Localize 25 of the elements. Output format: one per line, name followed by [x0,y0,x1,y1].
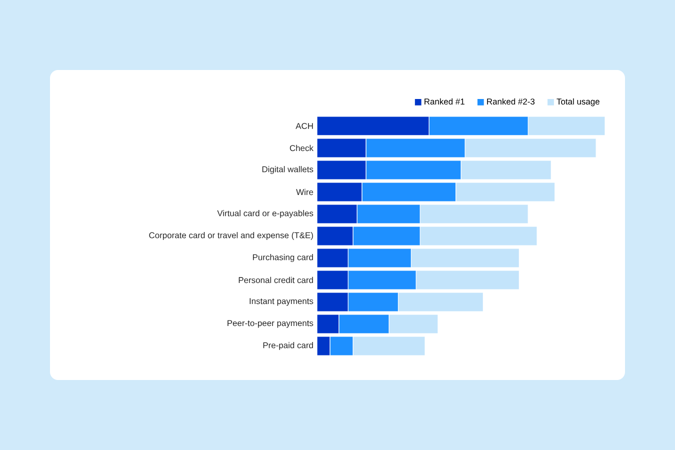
bar [420,204,528,224]
bar [388,314,438,334]
y-tick-label: Instant payments [250,298,314,306]
bar [528,116,606,136]
bar [398,292,484,312]
bar [420,226,538,246]
bar [460,160,552,180]
y-tick-label: Personal credit card [238,276,313,284]
y-tick-label: ACH [296,122,313,129]
y-tick-label: Corporate card or travel and expense (T&E) [149,232,313,240]
legend-label: Ranked #2-3 [487,98,535,105]
bar [410,248,520,268]
y-tick-label: Virtual card or e-payables [217,210,314,218]
legend-label: Ranked #1 [424,98,464,105]
y-tick-label: Pre-paid card [263,342,313,350]
bar [464,138,596,158]
y-tick-label: Peer-to-peer payments [228,320,314,328]
legend-label: Total usage [556,98,600,106]
y-tick-label: Purchasing card [252,254,313,262]
bar [416,270,520,290]
y-tick-label: Wire [296,188,314,196]
y-tick-label: Check [290,144,314,152]
y-tick-label: Digital wallets [262,166,314,174]
bar [456,182,556,202]
bar [352,336,426,356]
